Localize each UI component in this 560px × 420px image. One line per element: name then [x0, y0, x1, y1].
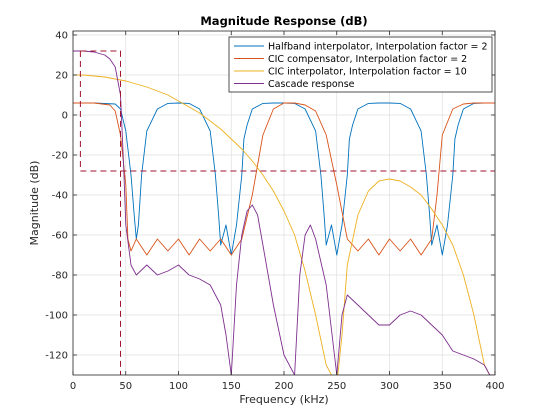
- y-tick-label: -120: [45, 351, 68, 362]
- chart-title: Magnitude Response (dB): [200, 14, 367, 28]
- legend-label-1: Halfband interpolator, Interpolation fac…: [268, 42, 488, 53]
- y-tick-label: -20: [52, 151, 68, 162]
- y-tick-labels: -120 -100 -80 -60 -40 -20 0 20 40: [45, 31, 68, 362]
- y-tick-label: 40: [55, 31, 68, 42]
- tick-marks: [72, 31, 496, 375]
- reference-line-2: [79, 51, 495, 172]
- x-tick-label: 350: [433, 381, 452, 392]
- y-tick-label: 20: [55, 71, 68, 82]
- legend-label-4: Cascade response: [268, 79, 355, 90]
- x-tick-label: 250: [327, 381, 346, 392]
- x-tick-label: 150: [222, 381, 241, 392]
- legend: Halfband interpolator, Interpolation fac…: [228, 36, 493, 93]
- y-tick-label: -100: [45, 311, 68, 322]
- y-axis-label: Magnitude (dB): [28, 161, 41, 246]
- series-layer: [73, 50, 495, 375]
- series-line-3: [73, 74, 491, 375]
- x-tick-label: 100: [169, 381, 188, 392]
- x-tick-label: 200: [274, 381, 293, 392]
- x-tick-label: 50: [119, 381, 132, 392]
- x-tick-label: 300: [380, 381, 399, 392]
- legend-label-2: CIC compensator, Interpolation factor = …: [268, 54, 467, 65]
- y-tick-label: -40: [52, 191, 68, 202]
- series-line-2: [73, 102, 495, 256]
- x-tick-labels: 0 50 100 150 200 250 300 350 400: [70, 381, 505, 392]
- legend-label-3: CIC interpolator, Interpolation factor =…: [268, 67, 467, 78]
- y-tick-label: -60: [52, 231, 68, 242]
- y-tick-label: -80: [52, 271, 68, 282]
- x-tick-label: 400: [485, 381, 504, 392]
- reference-lines: [79, 50, 495, 375]
- legend-box: [228, 36, 493, 93]
- reference-line-1: [80, 50, 121, 375]
- series-line-4: [73, 50, 495, 375]
- x-tick-label: 0: [70, 381, 76, 392]
- y-tick-label: 0: [62, 111, 68, 122]
- x-axis-label: Frequency (kHz): [239, 393, 328, 406]
